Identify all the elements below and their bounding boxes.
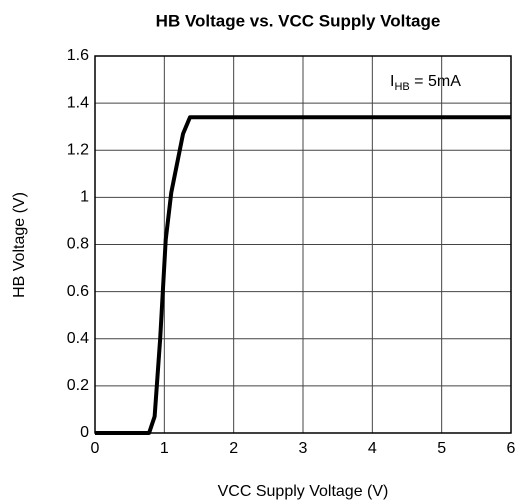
y-tick-label: 0.6 [67,283,89,300]
data-line [95,115,511,435]
chart-title: HB Voltage vs. VCC Supply Voltage [156,11,441,30]
x-axis-label: VCC Supply Voltage (V) [218,483,389,500]
x-tick-label: 0 [91,440,100,457]
annotation-rest: = 5mA [410,73,461,90]
y-tick-label: 0.4 [67,330,89,347]
x-tick-label: 4 [368,440,377,457]
y-tick-label: 0 [80,424,89,441]
annotation-main: I [390,73,394,90]
x-tick-label: 3 [299,440,308,457]
x-tick-label: 6 [507,440,516,457]
y-tick-label: 1.4 [67,94,89,111]
x-tick-label: 1 [160,440,169,457]
x-tick-label: 2 [229,440,238,457]
y-axis-label: HB Voltage (V) [11,192,28,298]
x-tick-label: 5 [437,440,446,457]
y-tick-label: 0.8 [67,236,89,253]
plot-frame [94,55,512,434]
y-tick-label: 1 [80,189,89,206]
y-tick-label: 1.2 [67,141,89,158]
annotation-sub: HB [394,81,409,93]
y-tick-label: 0.2 [67,377,89,394]
y-tick-label: 1.6 [67,47,89,64]
annotation: IHB = 5mA [390,73,461,93]
